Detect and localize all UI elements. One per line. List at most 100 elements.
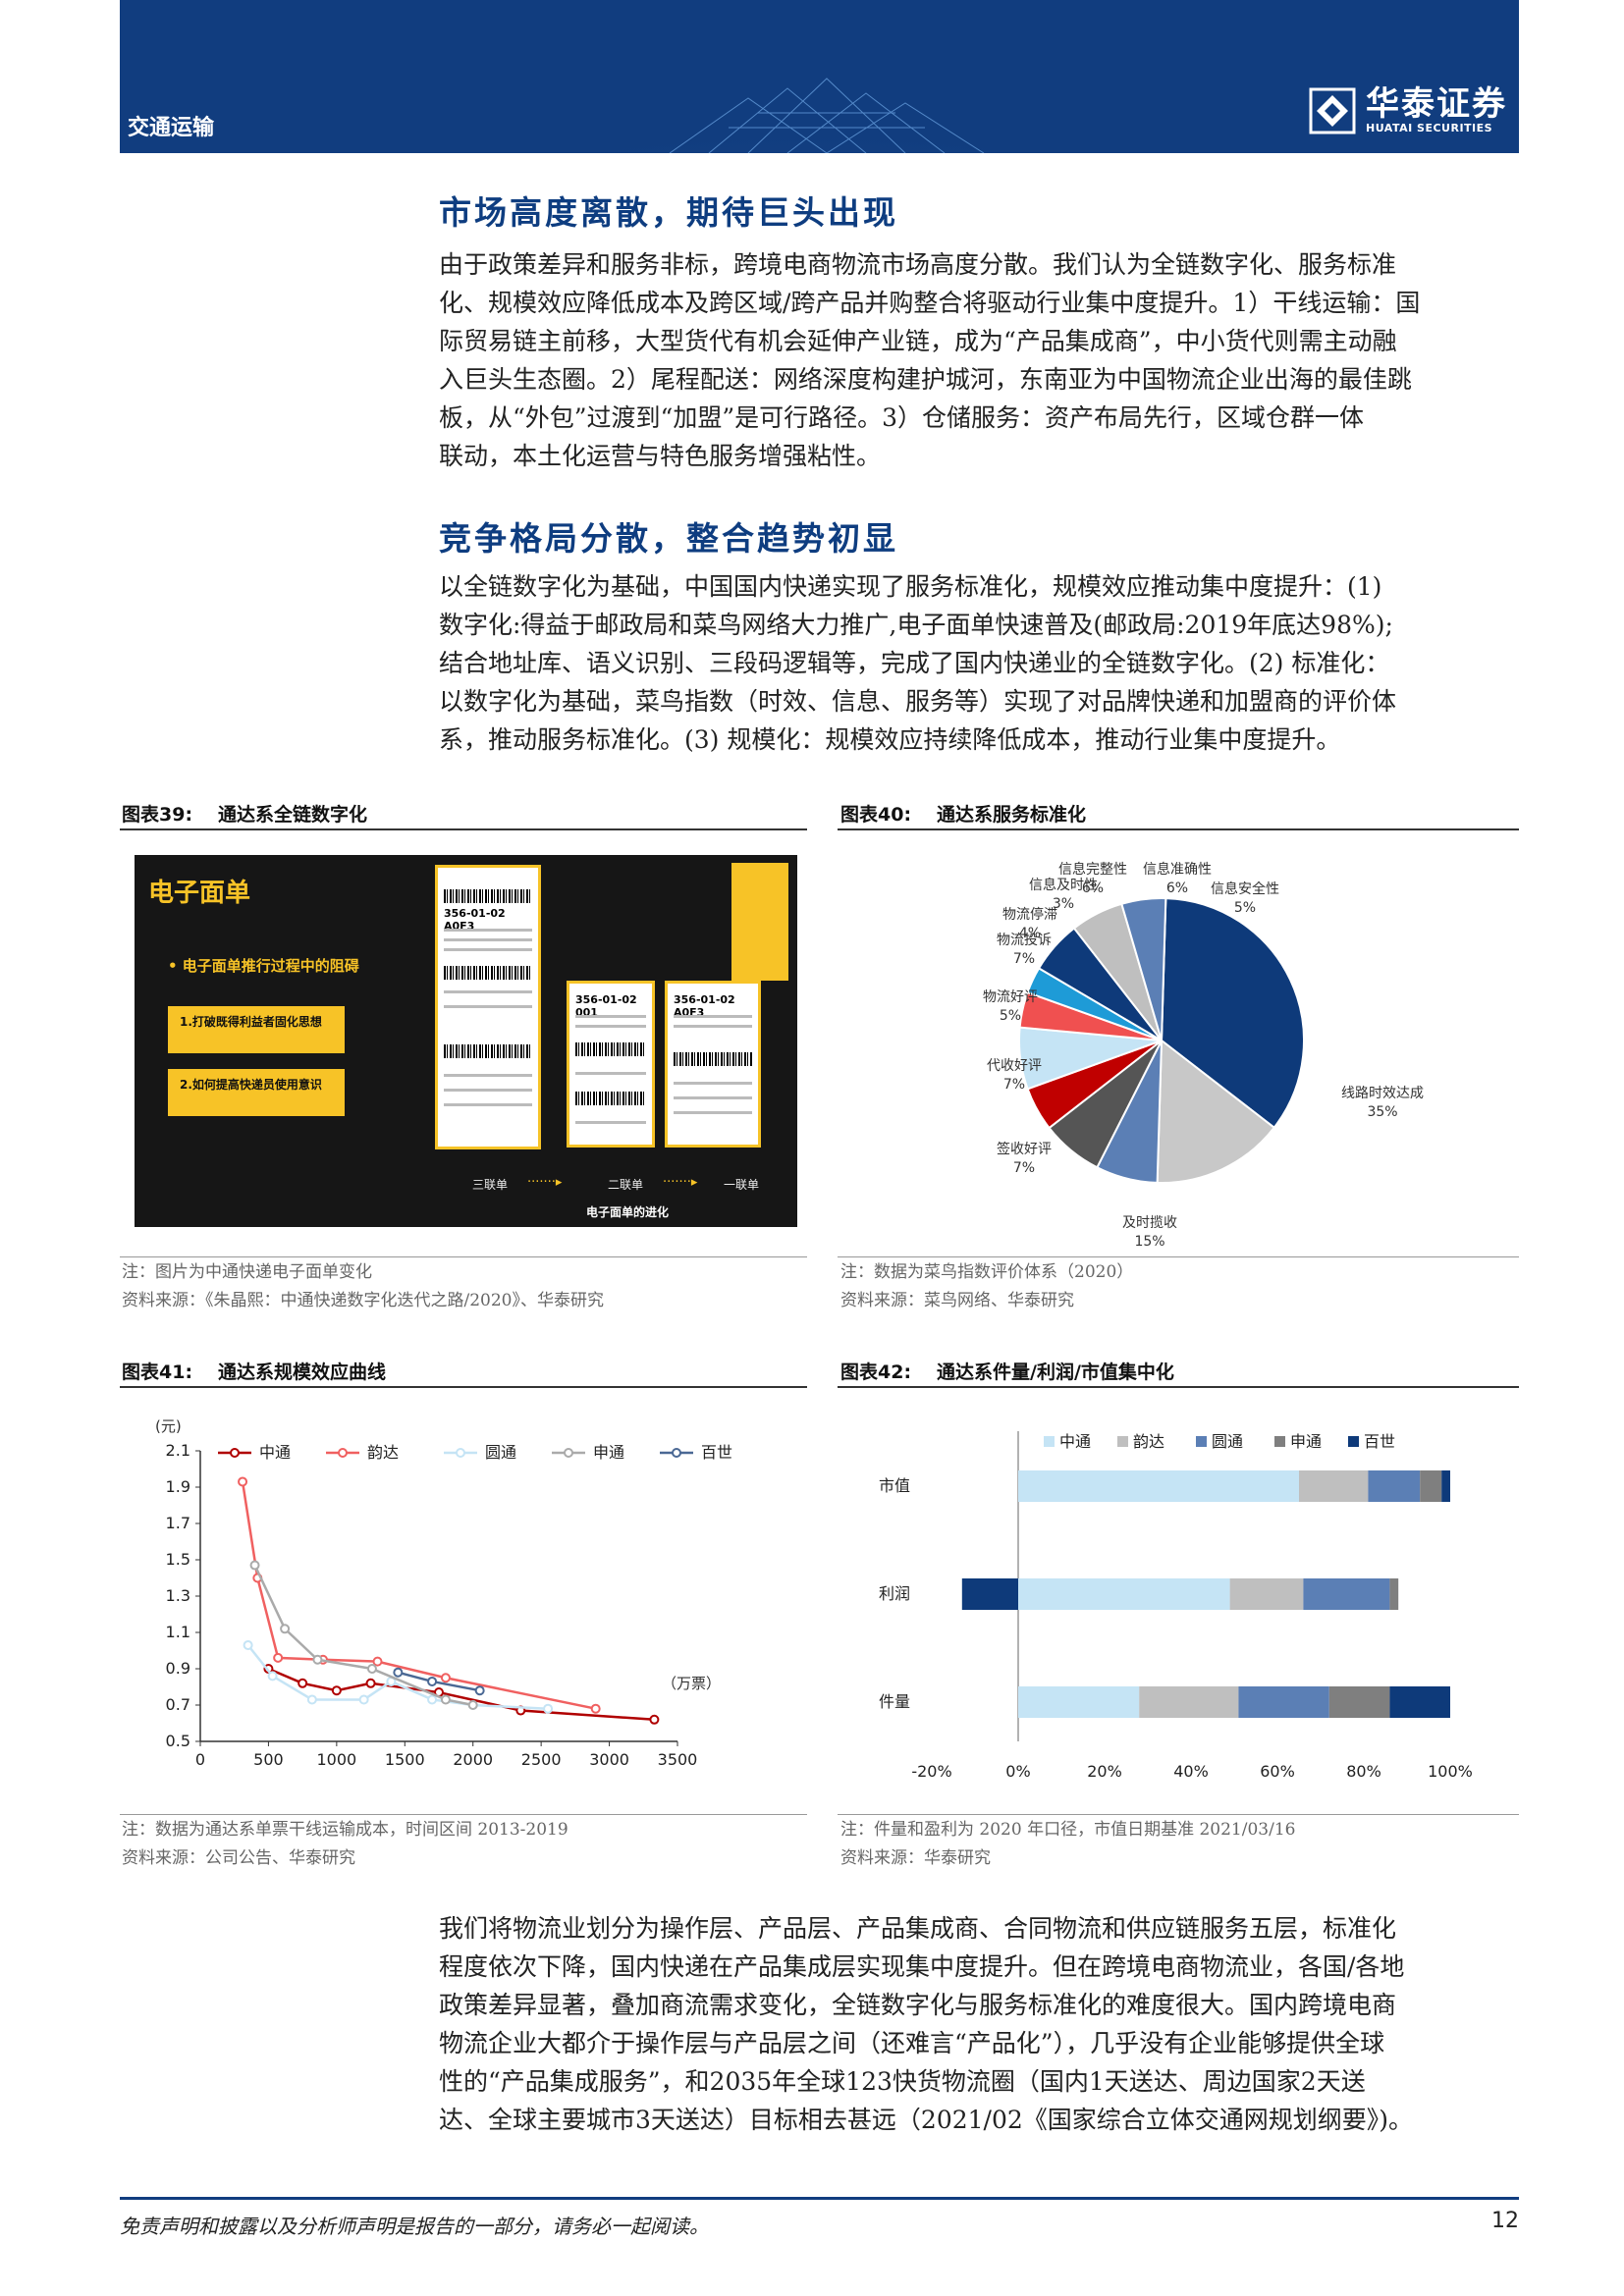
logo-chinese: 华泰证券 [1366, 84, 1507, 124]
form-line [575, 1121, 646, 1124]
text-line: 入巨头生态圈。2）尾程配送：网络深度构建护城河，东南亚为中国物流企业出海的最佳跳 [439, 365, 1412, 394]
note-text: 注：图片为中通快递电子面单变化 [122, 1262, 372, 1282]
y-tick-label: 1.5 [166, 1550, 190, 1569]
data-point [365, 1678, 376, 1688]
note-rule [120, 1814, 807, 1815]
form-line [575, 1025, 646, 1028]
legend-label: 圆通 [485, 1443, 516, 1462]
text-line: 系，推动服务标准化。(3) 规模化：规模效应持续降低成本，推动行业集中度提升。 [439, 725, 1341, 754]
caption-rule [120, 1386, 807, 1388]
slice-value: 6% [1082, 881, 1104, 896]
data-point [440, 1694, 451, 1705]
legend-label: 中通 [259, 1443, 291, 1462]
pie-slice [1156, 1039, 1276, 1184]
data-point [331, 1685, 342, 1696]
data-point [427, 1694, 438, 1705]
data-point [590, 1703, 601, 1714]
bar-segment [1229, 1578, 1304, 1610]
legend-label: 韵达 [1133, 1432, 1164, 1451]
form-line [444, 1074, 532, 1077]
waybill-two-part: 356-01-02 001 [567, 981, 655, 1148]
figure-title: 通达系件量/利润/市值集中化 [937, 1362, 1174, 1383]
legend-label: 申通 [1290, 1432, 1322, 1451]
text-line: 程度依次下降，国内快递在产品集成层实现集中度提升。但在跨境电商物流业，各国/各地 [439, 1952, 1405, 1981]
text-line: 由于政策差异和服务非标，跨境电商物流市场高度分散。我们认为全链数字化、服务标准 [439, 250, 1397, 279]
y-tick-label: 1.3 [166, 1586, 190, 1605]
y-unit-label: (元) [155, 1417, 182, 1435]
x-tick-label: -20% [911, 1762, 951, 1781]
huatai-logo-icon [1309, 87, 1356, 133]
bar-segment [1389, 1578, 1399, 1610]
x-tick-label: 60% [1260, 1762, 1295, 1781]
text-line: 以数字化为基础，菜鸟指数（时效、信息、服务等）实现了对品牌快递和加盟商的评价体 [439, 687, 1397, 716]
section-label: 交通运输 [128, 116, 215, 140]
figure-number: 图表40: [840, 804, 912, 826]
x-tick-label: 1000 [316, 1750, 356, 1769]
x-tick-label: 3500 [658, 1750, 698, 1769]
data-point [306, 1694, 317, 1705]
text-line: 结合地址库、语义识别、三段码逻辑等，完成了国内快递业的全链数字化。(2) 标准化… [439, 649, 1390, 677]
data-point [372, 1656, 383, 1667]
figure-42-note: 注：件量和盈利为 2020 年口径，市值日期基准 2021/03/16 资料来源… [840, 1816, 1295, 1873]
data-point [273, 1652, 284, 1663]
obstacle-box-1: 1.打破既得利益者固化思想 [168, 1006, 345, 1053]
bar-segment [1368, 1470, 1421, 1502]
figure-40-caption: 图表40: 通达系服务标准化 [840, 800, 1086, 827]
legend-marker [338, 1448, 348, 1458]
slice-label: 信息安全性 [1211, 881, 1279, 897]
category-label: 件量 [879, 1692, 910, 1711]
text-line: 际贸易链主前移，大型货代有机会延伸产业链，成为“产品集成商”，中小货代则需主动融 [439, 327, 1397, 355]
pie-slice [1160, 897, 1305, 1130]
slice-label: 线路时效达成 [1341, 1086, 1424, 1101]
data-point [312, 1654, 323, 1665]
slice-label: 物流投诉 [997, 933, 1052, 948]
legend-swatch [1348, 1436, 1359, 1447]
slice-value: 5% [1000, 1008, 1021, 1024]
data-point [427, 1676, 438, 1686]
data-point [440, 1673, 451, 1683]
source-text: 资料来源：公司公告、华泰研究 [122, 1848, 355, 1868]
figure-number: 图表42: [840, 1362, 912, 1383]
text-line: 性的“产品集成服务”，和2035年全球123快货物流圈（国内1天送达、周边国家2… [439, 2067, 1366, 2096]
slice-value: 5% [1234, 900, 1256, 916]
data-point [649, 1714, 660, 1725]
data-point [280, 1624, 291, 1634]
zto-badge [731, 863, 788, 981]
figure-39-note: 注：图片为中通快递电子面单变化 资料来源：《朱晶熙：中通快递数字化迭代之路/20… [122, 1258, 604, 1315]
caption-rule [838, 828, 1519, 830]
section-body-2: 以全链数字化为基础，中国国内快递实现了服务标准化，规模效应推动集中度提升：(1)… [439, 567, 1519, 759]
x-tick-label: 2500 [521, 1750, 562, 1769]
slice-label: 及时揽收 [1122, 1214, 1177, 1231]
figure-title: 通达系全链数字化 [218, 804, 368, 826]
legend-label: 申通 [593, 1443, 624, 1462]
legend-marker [456, 1448, 465, 1458]
legend-label: 中通 [1059, 1432, 1091, 1451]
slice-label: 签收好评 [997, 1141, 1052, 1157]
text-line: 物流企业大都介于操作层与产品层之间（还难言“产品化”），几乎没有企业能够提供全球 [439, 2029, 1385, 2057]
x-unit-label: （万票） [662, 1675, 721, 1692]
bar-segment [1303, 1578, 1390, 1610]
category-label: 利润 [879, 1584, 910, 1603]
form-line [444, 929, 532, 932]
form-line [674, 1111, 752, 1114]
legend-marker [564, 1448, 573, 1458]
form-line [575, 1072, 646, 1075]
pie-slice [1120, 897, 1167, 1041]
bar-segment [1018, 1470, 1299, 1502]
x-tick-label: 2000 [453, 1750, 493, 1769]
form-line [674, 1082, 752, 1085]
text-line: 政策差异显著，叠加商流需求变化，全链数字化与服务标准化的难度很大。国内跨境电商 [439, 1991, 1397, 2019]
slice-label: 物流停滞 [1002, 906, 1057, 923]
waybill-evolution-image: 电子面单 • 电子面单推行过程中的阻碍 1.打破既得利益者固化思想 2.如何提高… [135, 855, 797, 1227]
figure-41-note: 注：数据为通达系单票干线运输成本，时间区间 2013-2019 资料来源：公司公… [122, 1816, 568, 1873]
data-point [358, 1694, 369, 1705]
slice-value: 35% [1367, 1104, 1397, 1120]
image-title: 电子面单 [148, 879, 251, 908]
text-line: 达、全球主要城市3天送达）目标相去甚远（2021/02《国家综合立体交通网规划纲… [439, 2106, 1414, 2134]
data-point [298, 1678, 308, 1688]
bar-segment [1018, 1686, 1140, 1718]
bar-segment [1238, 1686, 1329, 1718]
slice-label: 信息及时性 [1029, 877, 1098, 893]
logo-english: HUATAI SECURITIES [1366, 122, 1493, 134]
